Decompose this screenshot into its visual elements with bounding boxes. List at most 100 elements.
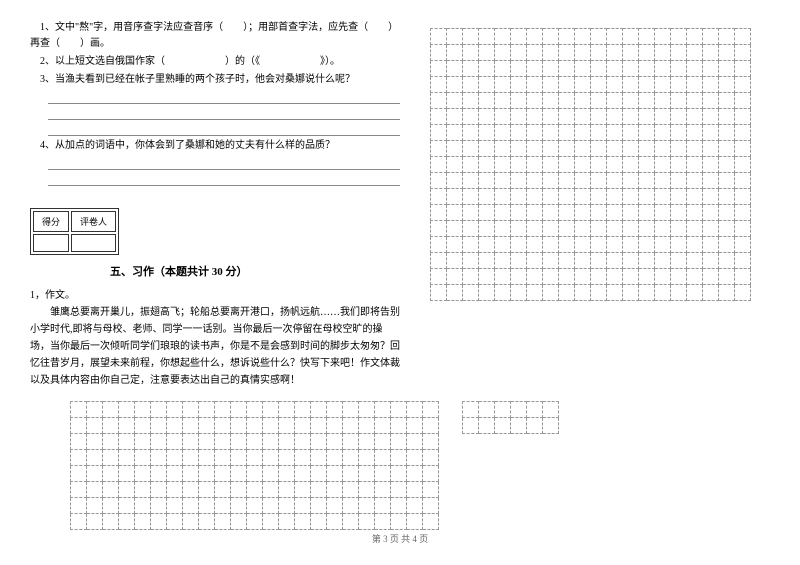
grid-cell — [575, 61, 591, 77]
grid-cell — [591, 77, 607, 93]
grid-cell — [687, 45, 703, 61]
grid-cell — [447, 205, 463, 221]
question-3: 3、当渔夫看到已经在帐子里熟睡的两个孩子时，他会对桑娜说什么呢？ — [30, 72, 400, 88]
grid-cell — [735, 77, 751, 93]
grid-cell — [431, 29, 447, 45]
grid-cell — [591, 125, 607, 141]
score-label: 得分 — [33, 211, 69, 232]
grid-cell — [479, 221, 495, 237]
answer-line — [48, 90, 400, 104]
grid-cell — [527, 61, 543, 77]
grid-cell — [167, 418, 183, 434]
grid-cell — [671, 141, 687, 157]
grid-cell — [687, 157, 703, 173]
grid-cell — [463, 61, 479, 77]
grid-cell — [311, 466, 327, 482]
grid-cell — [447, 173, 463, 189]
grid-cell — [135, 482, 151, 498]
grid-cell — [311, 450, 327, 466]
grid-cell — [559, 205, 575, 221]
grid-cell — [719, 205, 735, 221]
grid-cell — [135, 418, 151, 434]
grid-cell — [655, 157, 671, 173]
grid-cell — [391, 466, 407, 482]
grid-cell — [431, 109, 447, 125]
grid-cell — [151, 514, 167, 530]
grid-cell — [495, 189, 511, 205]
grid-cell — [407, 466, 423, 482]
grid-cell — [327, 434, 343, 450]
grid-cell — [215, 498, 231, 514]
grid-cell — [639, 285, 655, 301]
grid-cell — [623, 109, 639, 125]
grid-cell — [575, 173, 591, 189]
grid-cell — [479, 45, 495, 61]
grid-cell — [87, 434, 103, 450]
grid-cell — [463, 125, 479, 141]
grid-cell — [447, 61, 463, 77]
grid-cell — [447, 285, 463, 301]
grid-cell — [423, 402, 439, 418]
grid-cell — [719, 61, 735, 77]
grid-cell — [119, 466, 135, 482]
grid-cell — [703, 93, 719, 109]
grid-cell — [655, 285, 671, 301]
grid-cell — [447, 269, 463, 285]
grid-cell — [687, 141, 703, 157]
grid-cell — [231, 402, 247, 418]
grid-cell — [543, 125, 559, 141]
grid-cell — [703, 285, 719, 301]
grid-cell — [687, 189, 703, 205]
grid-cell — [479, 237, 495, 253]
grid-cell — [735, 221, 751, 237]
grid-cell — [71, 450, 87, 466]
grid-cell — [167, 514, 183, 530]
grid-cell — [391, 450, 407, 466]
grid-cell — [495, 77, 511, 93]
grid-cell — [687, 29, 703, 45]
grid-cell — [559, 269, 575, 285]
grid-cell — [591, 141, 607, 157]
page-footer: 第 3 页 共 4 页 — [0, 532, 800, 545]
grid-cell — [591, 93, 607, 109]
grid-cell — [639, 205, 655, 221]
grid-cell — [591, 237, 607, 253]
grid-cell — [735, 269, 751, 285]
grid-cell — [479, 109, 495, 125]
grid-cell — [639, 157, 655, 173]
grid-cell — [71, 466, 87, 482]
grid-cell — [71, 418, 87, 434]
grid-cell — [263, 450, 279, 466]
grid-cell — [247, 450, 263, 466]
grid-cell — [575, 221, 591, 237]
grid-cell — [735, 157, 751, 173]
grid-cell — [295, 434, 311, 450]
grid-cell — [639, 29, 655, 45]
grid-cell — [719, 29, 735, 45]
grid-cell — [559, 29, 575, 45]
grid-cell — [463, 29, 479, 45]
grid-cell — [543, 189, 559, 205]
grid-cell — [607, 221, 623, 237]
grid-cell — [71, 402, 87, 418]
grid-cell — [479, 189, 495, 205]
grid-cell — [215, 402, 231, 418]
grid-cell — [527, 45, 543, 61]
grid-cell — [263, 482, 279, 498]
grid-cell — [527, 157, 543, 173]
grid-cell — [295, 450, 311, 466]
grid-cell — [559, 221, 575, 237]
grid-cell — [135, 402, 151, 418]
grid-cell — [327, 466, 343, 482]
grid-cell — [511, 125, 527, 141]
grid-cell — [327, 450, 343, 466]
grid-cell — [279, 450, 295, 466]
grid-cell — [463, 141, 479, 157]
grid-cell — [407, 402, 423, 418]
grid-cell — [655, 189, 671, 205]
grid-cell — [703, 253, 719, 269]
grid-cell — [575, 141, 591, 157]
grid-cell — [511, 253, 527, 269]
grid-cell — [295, 498, 311, 514]
grid-cell — [735, 125, 751, 141]
